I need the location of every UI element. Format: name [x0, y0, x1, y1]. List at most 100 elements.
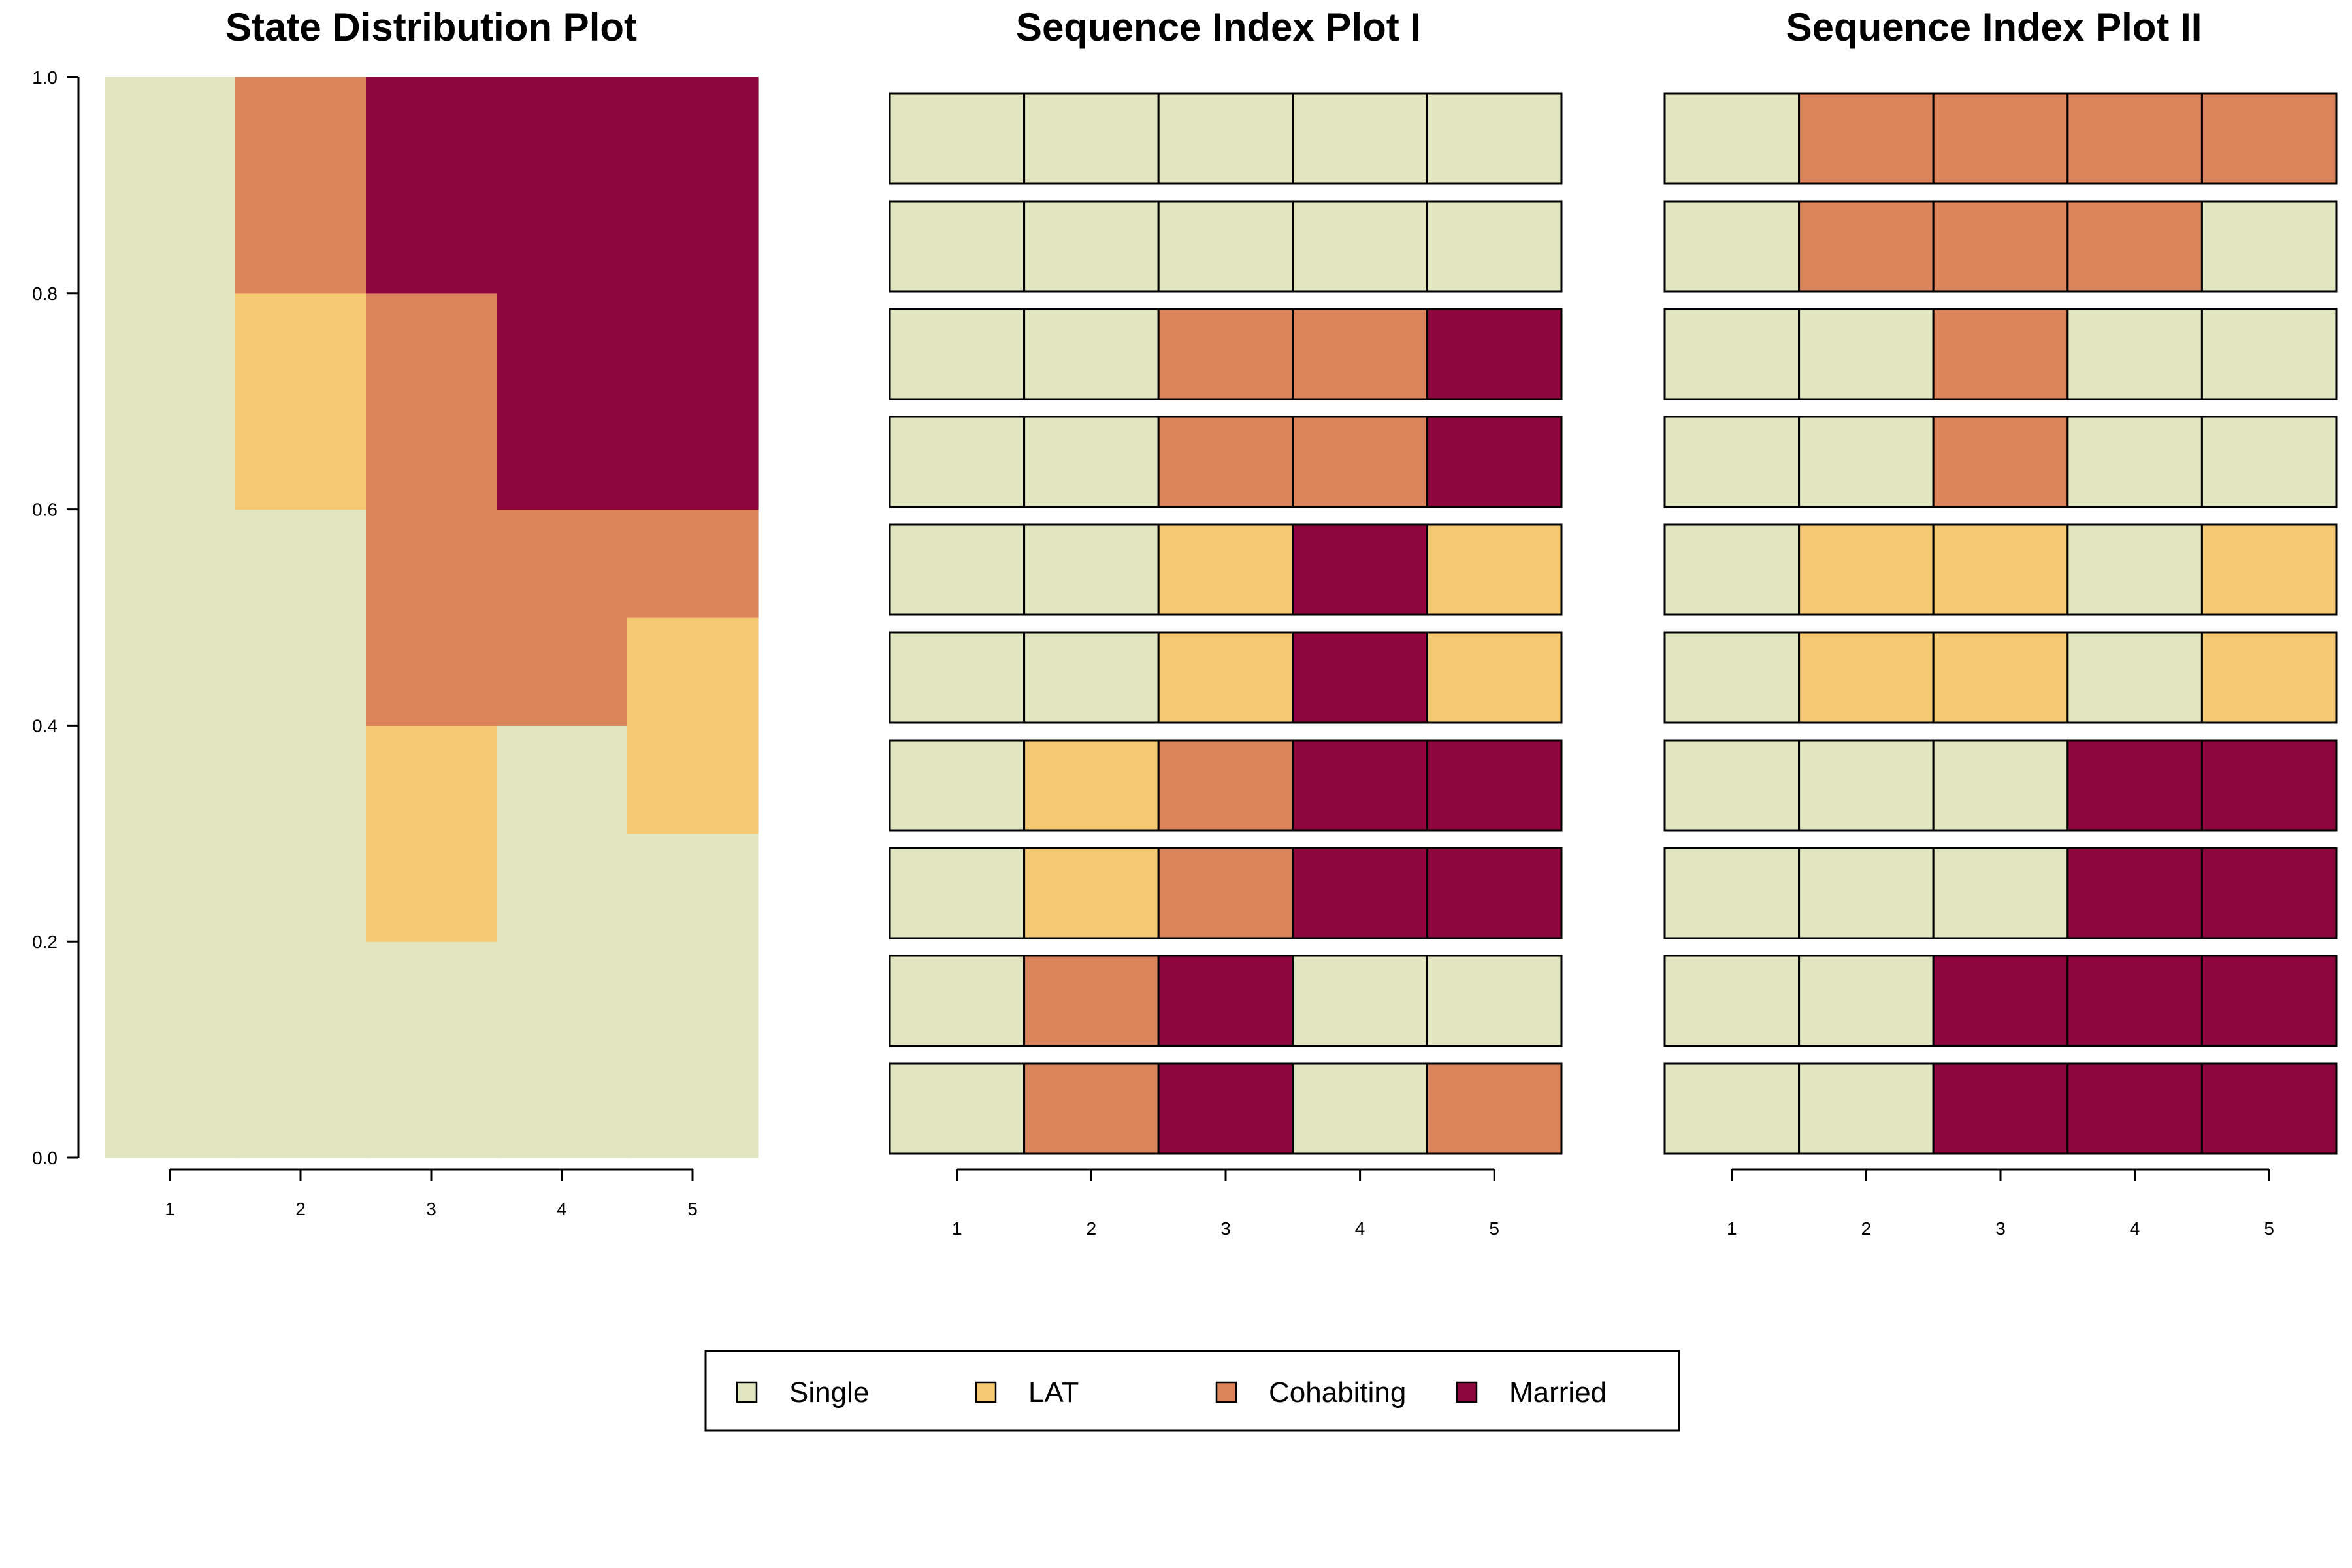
- sequence-cell-row7-1-single: [889, 739, 1026, 832]
- sequence-cell-row2-1-single: [889, 200, 1026, 293]
- legend-swatch-cohabiting: [1215, 1381, 1237, 1403]
- sequence-cell-row1-3-single: [1157, 92, 1294, 185]
- distribution-segment-single-4: [497, 725, 628, 1158]
- sequence-cell-row6-2-single: [1023, 631, 1160, 724]
- sequence-index-1-panel: Sequence Index Plot I 1 2 3 4 5: [889, 5, 1563, 1239]
- distribution-segment-single-5: [627, 833, 759, 1158]
- x-tick-label: 1: [1727, 1218, 1737, 1239]
- sequence-cell-row10-2-cohabiting: [1023, 1062, 1160, 1155]
- distribution-segment-married-4: [497, 77, 628, 510]
- y-tick-label: 0.2: [32, 932, 57, 952]
- sequence-cell-row10-2-single: [1798, 1062, 1935, 1155]
- state-distribution-title: State Distribution Plot: [225, 5, 637, 49]
- y-tick-label: 1.0: [32, 67, 57, 88]
- distribution-segment-cohabiting-3: [366, 293, 497, 726]
- legend-label-cohabiting: Cohabiting: [1269, 1377, 1406, 1409]
- sequence-index-1-title: Sequence Index Plot I: [1016, 5, 1421, 49]
- legend-label-single: Single: [789, 1377, 869, 1409]
- distribution-segment-lat-5: [627, 617, 759, 834]
- sequence-cell-row3-4-cohabiting: [1292, 308, 1428, 400]
- sequence-cell-row1-1-single: [889, 92, 1026, 185]
- x-tick-label: 3: [426, 1199, 436, 1219]
- state-distribution-panel: State Distribution Plot 0.0 0.2 0.4 0.6 0.8 1…: [32, 5, 759, 1219]
- sequence-cell-row8-3-cohabiting: [1157, 847, 1294, 939]
- y-tick-label: 0.8: [32, 284, 57, 304]
- x-tick-label: 1: [952, 1218, 962, 1239]
- sequence-cell-row9-4-single: [1292, 955, 1428, 1047]
- sequence-cell-row8-4-married: [1292, 847, 1428, 939]
- sequence-cell-row2-2-cohabiting: [1798, 200, 1935, 293]
- sequence-cell-row4-1-single: [1663, 416, 1801, 508]
- sequence-index-2-title: Sequence Index Plot II: [1786, 5, 2202, 49]
- sequence-cell-row9-4-married: [2066, 955, 2203, 1047]
- sequence-cell-row5-1-single: [889, 523, 1026, 616]
- sequence-cell-row4-5-single: [2200, 416, 2338, 508]
- sequence-cell-row2-5-single: [1426, 200, 1563, 293]
- sequence-cell-row7-3-cohabiting: [1157, 739, 1294, 832]
- distribution-segment-married-3: [366, 77, 497, 294]
- sequence-cell-row4-2-single: [1798, 416, 1935, 508]
- sequence-cell-row3-5-single: [2200, 308, 2338, 400]
- sequence-cell-row3-3-cohabiting: [1157, 308, 1294, 400]
- x-tick-label: 5: [1489, 1218, 1499, 1239]
- x-tick-label: 1: [165, 1199, 175, 1219]
- sequence-cell-row8-1-single: [889, 847, 1026, 939]
- sequence-cell-row6-5-lat: [2200, 631, 2338, 724]
- sequence-cell-row7-4-married: [2066, 739, 2203, 832]
- sequence-cell-row5-4-single: [2066, 523, 2203, 616]
- sequence-cell-row9-1-single: [889, 955, 1026, 1047]
- distribution-segment-lat-3: [366, 725, 497, 942]
- sequence-cell-row5-2-single: [1023, 523, 1160, 616]
- sequence-cell-row5-2-lat: [1798, 523, 1935, 616]
- sequence-cell-row1-1-single: [1663, 92, 1801, 185]
- legend: Single LAT Cohabiting Married: [704, 1350, 1680, 1432]
- sequence-cell-row7-3-single: [1932, 739, 2069, 832]
- legend-swatch-lat: [975, 1381, 997, 1403]
- sequence-cell-row7-1-single: [1663, 739, 1801, 832]
- x-tick-label: 4: [557, 1199, 567, 1219]
- legend-frame: [704, 1350, 1680, 1432]
- sequence-cell-row6-4-single: [2066, 631, 2203, 724]
- legend-label-lat: LAT: [1028, 1377, 1079, 1409]
- sequence-cell-row6-3-lat: [1932, 631, 2069, 724]
- sequence-cell-row7-5-married: [1426, 739, 1563, 832]
- sequence-cell-row4-1-single: [889, 416, 1026, 508]
- sequence-cell-row8-2-single: [1798, 847, 1935, 939]
- sequence-cell-row1-3-cohabiting: [1932, 92, 2069, 185]
- sequence-cell-row1-2-cohabiting: [1798, 92, 1935, 185]
- sequence-cell-row4-5-married: [1426, 416, 1563, 508]
- sequence-cell-row9-5-single: [1426, 955, 1563, 1047]
- sequence-cell-row2-3-cohabiting: [1932, 200, 2069, 293]
- sequence-cell-row6-5-lat: [1426, 631, 1563, 724]
- sequence-cell-row6-4-married: [1292, 631, 1428, 724]
- distribution-segment-cohabiting-4: [497, 509, 628, 726]
- sequence-cell-row8-5-married: [1426, 847, 1563, 939]
- sequence-cell-row1-5-cohabiting: [2200, 92, 2338, 185]
- sequence-cell-row1-4-single: [1292, 92, 1428, 185]
- sequence-cell-row10-1-single: [889, 1062, 1026, 1155]
- sequence-cell-row3-1-single: [889, 308, 1026, 400]
- x-tick-label: 5: [2264, 1218, 2274, 1239]
- x-tick-label: 2: [1086, 1218, 1097, 1239]
- sequence-cell-row10-3-married: [1157, 1062, 1294, 1155]
- sequence-cell-row10-5-cohabiting: [1426, 1062, 1563, 1155]
- sequence-cell-row4-3-cohabiting: [1932, 416, 2069, 508]
- sequence-cell-row1-5-single: [1426, 92, 1563, 185]
- sequence-cell-row7-2-single: [1798, 739, 1935, 832]
- sequence-cell-row3-5-married: [1426, 308, 1563, 400]
- sequence-cell-row2-3-single: [1157, 200, 1294, 293]
- x-tick-label: 3: [1220, 1218, 1231, 1239]
- sequence-cell-row5-5-lat: [2200, 523, 2338, 616]
- sequence-cell-row3-4-single: [2066, 308, 2203, 400]
- sequence-cell-row10-4-married: [2066, 1062, 2203, 1155]
- sequence-cell-row9-5-married: [2200, 955, 2338, 1047]
- legend-swatch-single: [736, 1381, 758, 1403]
- sequence-cell-row8-2-lat: [1023, 847, 1160, 939]
- sequence-cell-row7-4-married: [1292, 739, 1428, 832]
- legend-label-married: Married: [1509, 1377, 1607, 1409]
- sequence-cell-row9-1-single: [1663, 955, 1801, 1047]
- sequence-index-2-panel: Sequence Index Plot II 1 2 3 4 5: [1663, 5, 2338, 1239]
- sequence-cell-row7-2-lat: [1023, 739, 1160, 832]
- sequence-cell-row5-3-lat: [1932, 523, 2069, 616]
